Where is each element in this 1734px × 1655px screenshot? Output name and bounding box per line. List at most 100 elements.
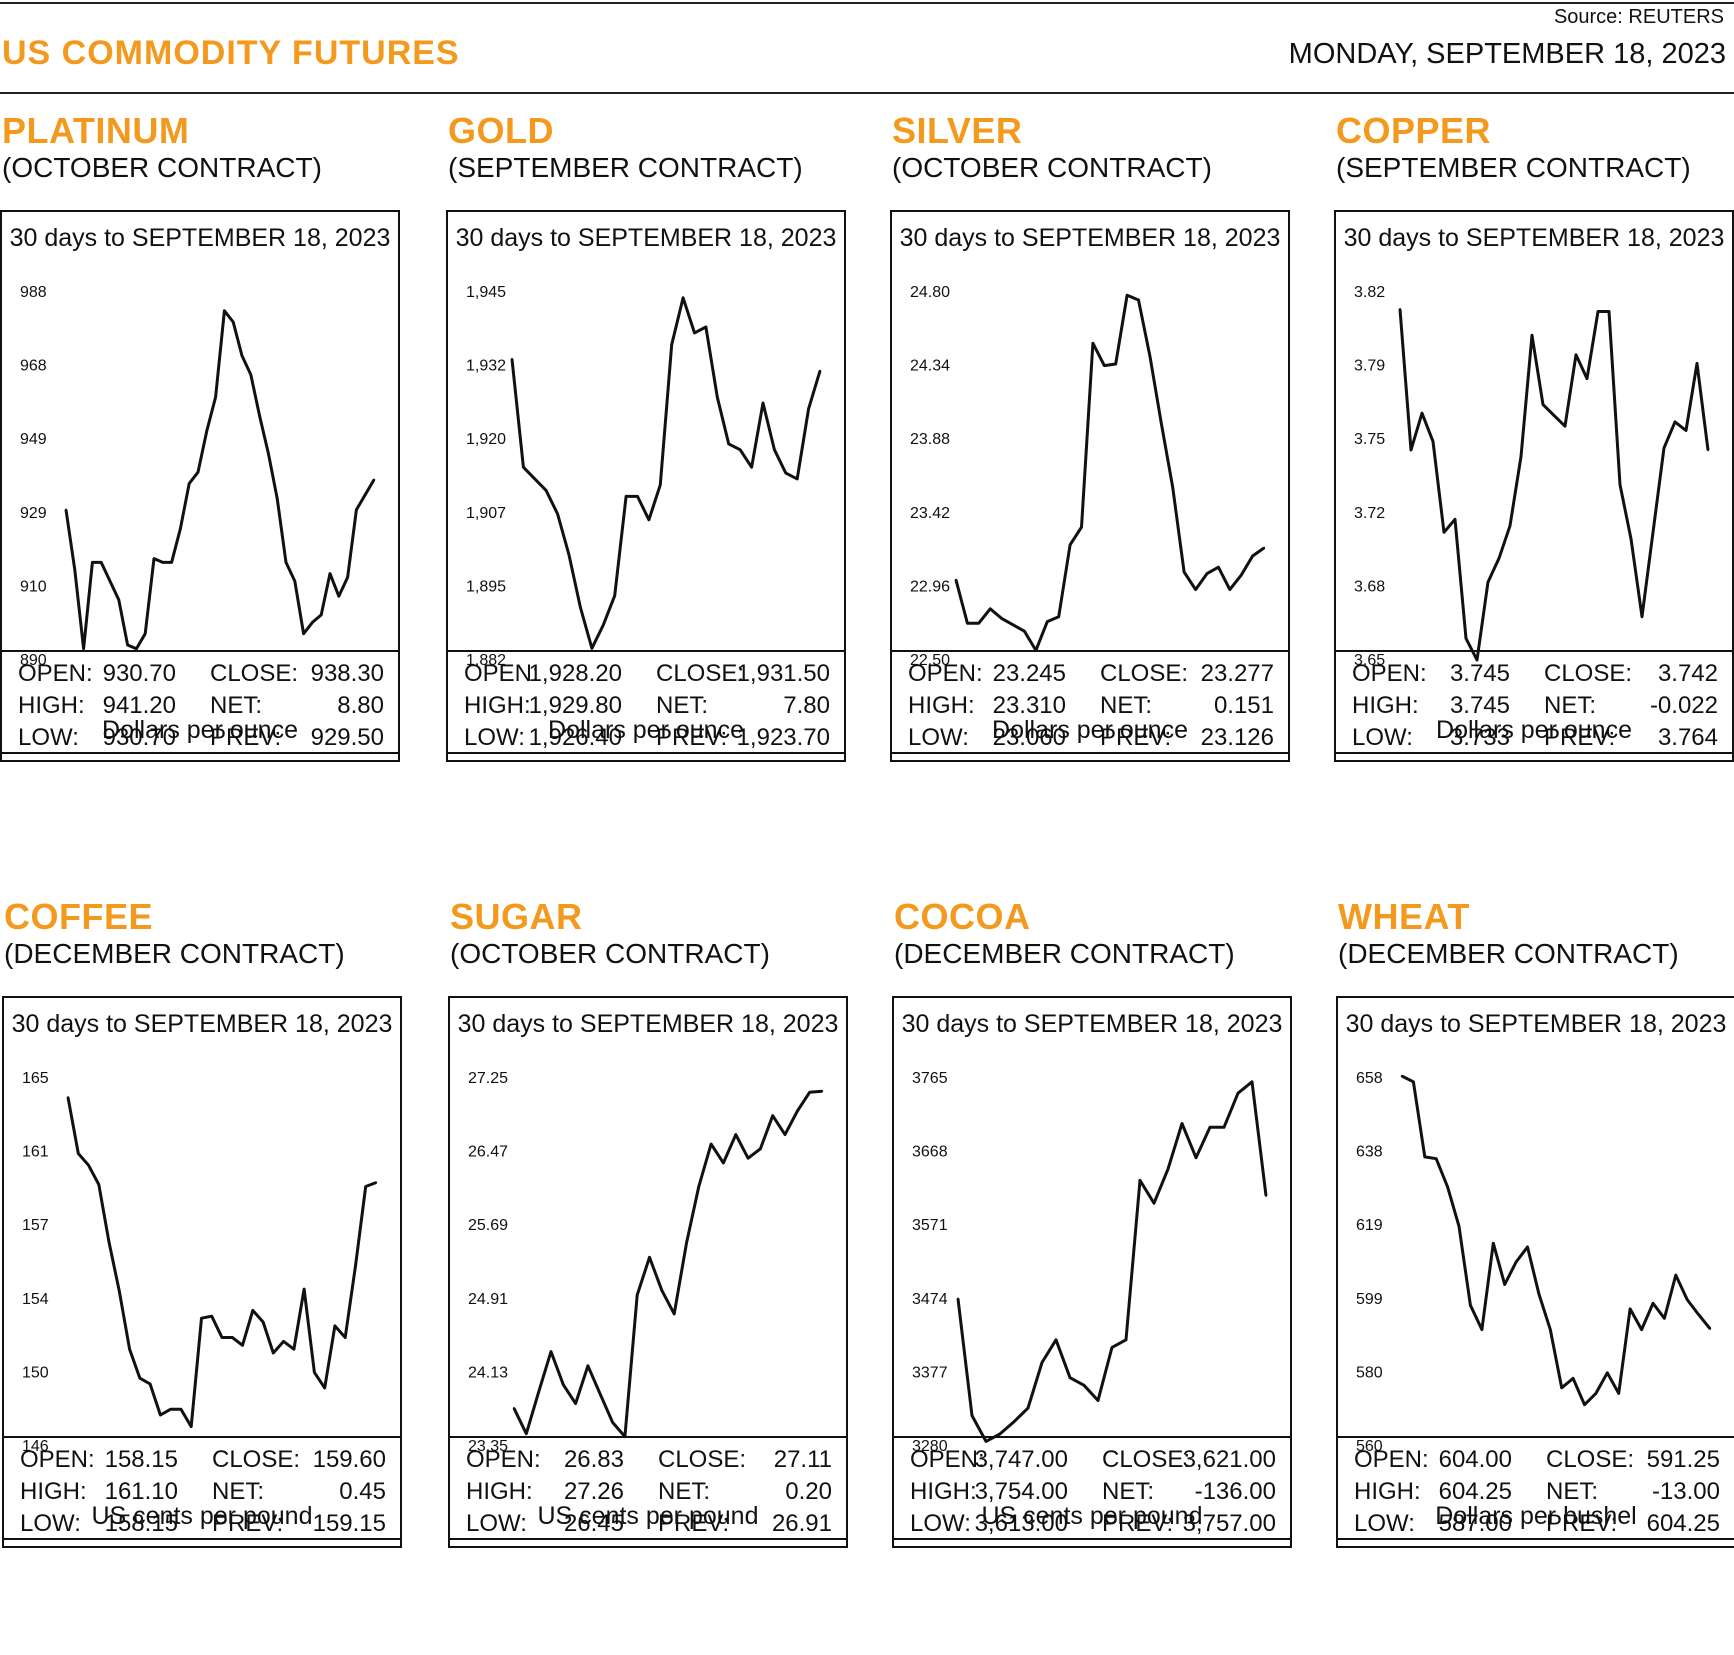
data-point (267, 452, 270, 455)
data-point (1068, 1376, 1072, 1379)
y-tick-label: 154 (22, 1291, 49, 1308)
data-point (970, 1414, 974, 1417)
y-tick-label: 161 (22, 1144, 49, 1161)
data-point (1194, 1156, 1198, 1159)
data-point (188, 482, 191, 485)
data-point (562, 1383, 565, 1386)
line-chart: 3.82 3.79 3.75 3.72 3.68 3.65 (1354, 284, 1710, 669)
data-point (761, 401, 765, 405)
chart-title: 30 days to SEPTEMBER 18, 2023 (901, 1010, 1283, 1038)
data-point (135, 647, 138, 650)
net-label: NET: (656, 692, 709, 719)
data-point (1068, 543, 1072, 546)
data-point (1541, 403, 1545, 406)
stats-row-open: OPEN: 23.245 CLOSE: 23.277 (892, 660, 1288, 692)
y-tick-label: 1,945 (466, 284, 506, 301)
data-point (1537, 1292, 1541, 1296)
data-point (954, 578, 958, 582)
stats-table: OPEN: 23.245 CLOSE: 23.277 HIGH: 23.310 … (890, 650, 1290, 762)
y-tick-label: 23.88 (910, 431, 950, 448)
data-point (152, 557, 156, 560)
data-point (1684, 429, 1688, 432)
data-point (91, 561, 94, 564)
data-point (320, 613, 323, 617)
close-value: 1,931.50 (736, 660, 830, 687)
data-point (1110, 1346, 1114, 1349)
data-point (1651, 1302, 1655, 1305)
stats-row-open: OPEN: 3.745 CLOSE: 3.742 (1336, 660, 1732, 692)
high-value: 161.10 (104, 1478, 178, 1505)
low-value: 3,613.00 (974, 1510, 1068, 1537)
prev-value: 23.126 (1200, 724, 1274, 751)
data-point (984, 1440, 988, 1443)
stats-row-open: OPEN: 1,928.20 CLOSE: 1,931.50 (448, 660, 844, 692)
stats-row-high: HIGH: 604.25 NET: -13.00 (1338, 1478, 1734, 1510)
price-series-line (66, 1097, 377, 1429)
y-tick-label: 910 (20, 578, 47, 595)
close-value: 23.277 (1200, 660, 1274, 687)
data-point (567, 553, 571, 557)
y-tick-label: 619 (1356, 1217, 1383, 1234)
data-point (1686, 1298, 1689, 1301)
low-label: LOW: (910, 1510, 971, 1537)
stats-row-high: HIGH: 27.26 NET: 0.20 (450, 1478, 846, 1510)
contract-label: (OCTOBER CONTRACT) (2, 152, 322, 183)
data-point (1000, 617, 1003, 620)
stats-row-low: LOW: 158.15 PREV: 159.15 (4, 1510, 400, 1542)
y-tick-label: 23.42 (910, 505, 950, 522)
data-point (977, 622, 980, 625)
data-point (1453, 518, 1457, 521)
prev-label: PREV: (1102, 1510, 1174, 1537)
data-point (205, 429, 208, 433)
contract-label: (SEPTEMBER CONTRACT) (448, 152, 803, 183)
y-tick-label: 1,895 (466, 578, 506, 595)
price-series-line (1401, 1074, 1712, 1407)
data-point (522, 466, 525, 469)
data-point (1663, 1317, 1666, 1320)
data-point (685, 1241, 688, 1245)
stats-row-high: HIGH: 1,929.80 NET: 7.80 (448, 692, 844, 724)
net-value: 7.80 (783, 692, 830, 719)
close-label: CLOSE: (658, 1446, 747, 1473)
chart-unit-label: Dollars per bushel (1435, 1502, 1637, 1530)
prev-value: 1,923.70 (736, 724, 830, 751)
y-tick-label: 3280 (912, 1438, 948, 1455)
data-point (73, 568, 77, 572)
y-tick-label: 1,907 (466, 505, 506, 522)
data-point (190, 1425, 193, 1428)
close-label: CLOSE: (1102, 1446, 1191, 1473)
data-point (66, 1096, 70, 1099)
net-label: NET: (658, 1478, 711, 1505)
data-point (1596, 310, 1600, 313)
y-tick-label: 890 (20, 652, 47, 669)
stats-table: OPEN: 3,747.00 CLOSE: 3,621.00 HIGH: 3,7… (892, 1436, 1292, 1548)
chart-title: 30 days to SEPTEMBER 18, 2023 (11, 1010, 393, 1038)
data-point (241, 1344, 244, 1347)
stats-row-low: LOW: 1,926.40 PREV: 1,923.70 (448, 724, 844, 756)
open-label: OPEN: (464, 660, 539, 687)
data-point (117, 598, 121, 602)
y-tick-label: 3.79 (1354, 358, 1385, 375)
data-point (128, 1348, 131, 1351)
data-point (1023, 630, 1026, 633)
net-label: NET: (212, 1478, 265, 1505)
data-point (161, 561, 164, 564)
stats-table: OPEN: 1,928.20 CLOSE: 1,931.50 HIGH: 1,9… (446, 650, 846, 762)
low-value: 930.70 (102, 724, 176, 751)
data-point (746, 1157, 750, 1160)
close-label: CLOSE: (210, 660, 299, 687)
net-label: NET: (1546, 1478, 1599, 1505)
y-tick-label: 3377 (912, 1364, 948, 1381)
close-value: 591.25 (1646, 1446, 1720, 1473)
net-value: -136.00 (1194, 1478, 1276, 1505)
data-point (249, 373, 252, 376)
close-value: 3.742 (1657, 660, 1718, 687)
prev-label: PREV: (1546, 1510, 1618, 1537)
y-tick-label: 22.96 (910, 578, 950, 595)
data-point (1125, 294, 1129, 297)
stats-row-low: LOW: 930.70 PREV: 929.50 (2, 724, 398, 756)
data-point (1469, 1304, 1472, 1307)
data-point (648, 1256, 651, 1259)
data-point (738, 448, 742, 451)
data-point (1530, 334, 1534, 337)
